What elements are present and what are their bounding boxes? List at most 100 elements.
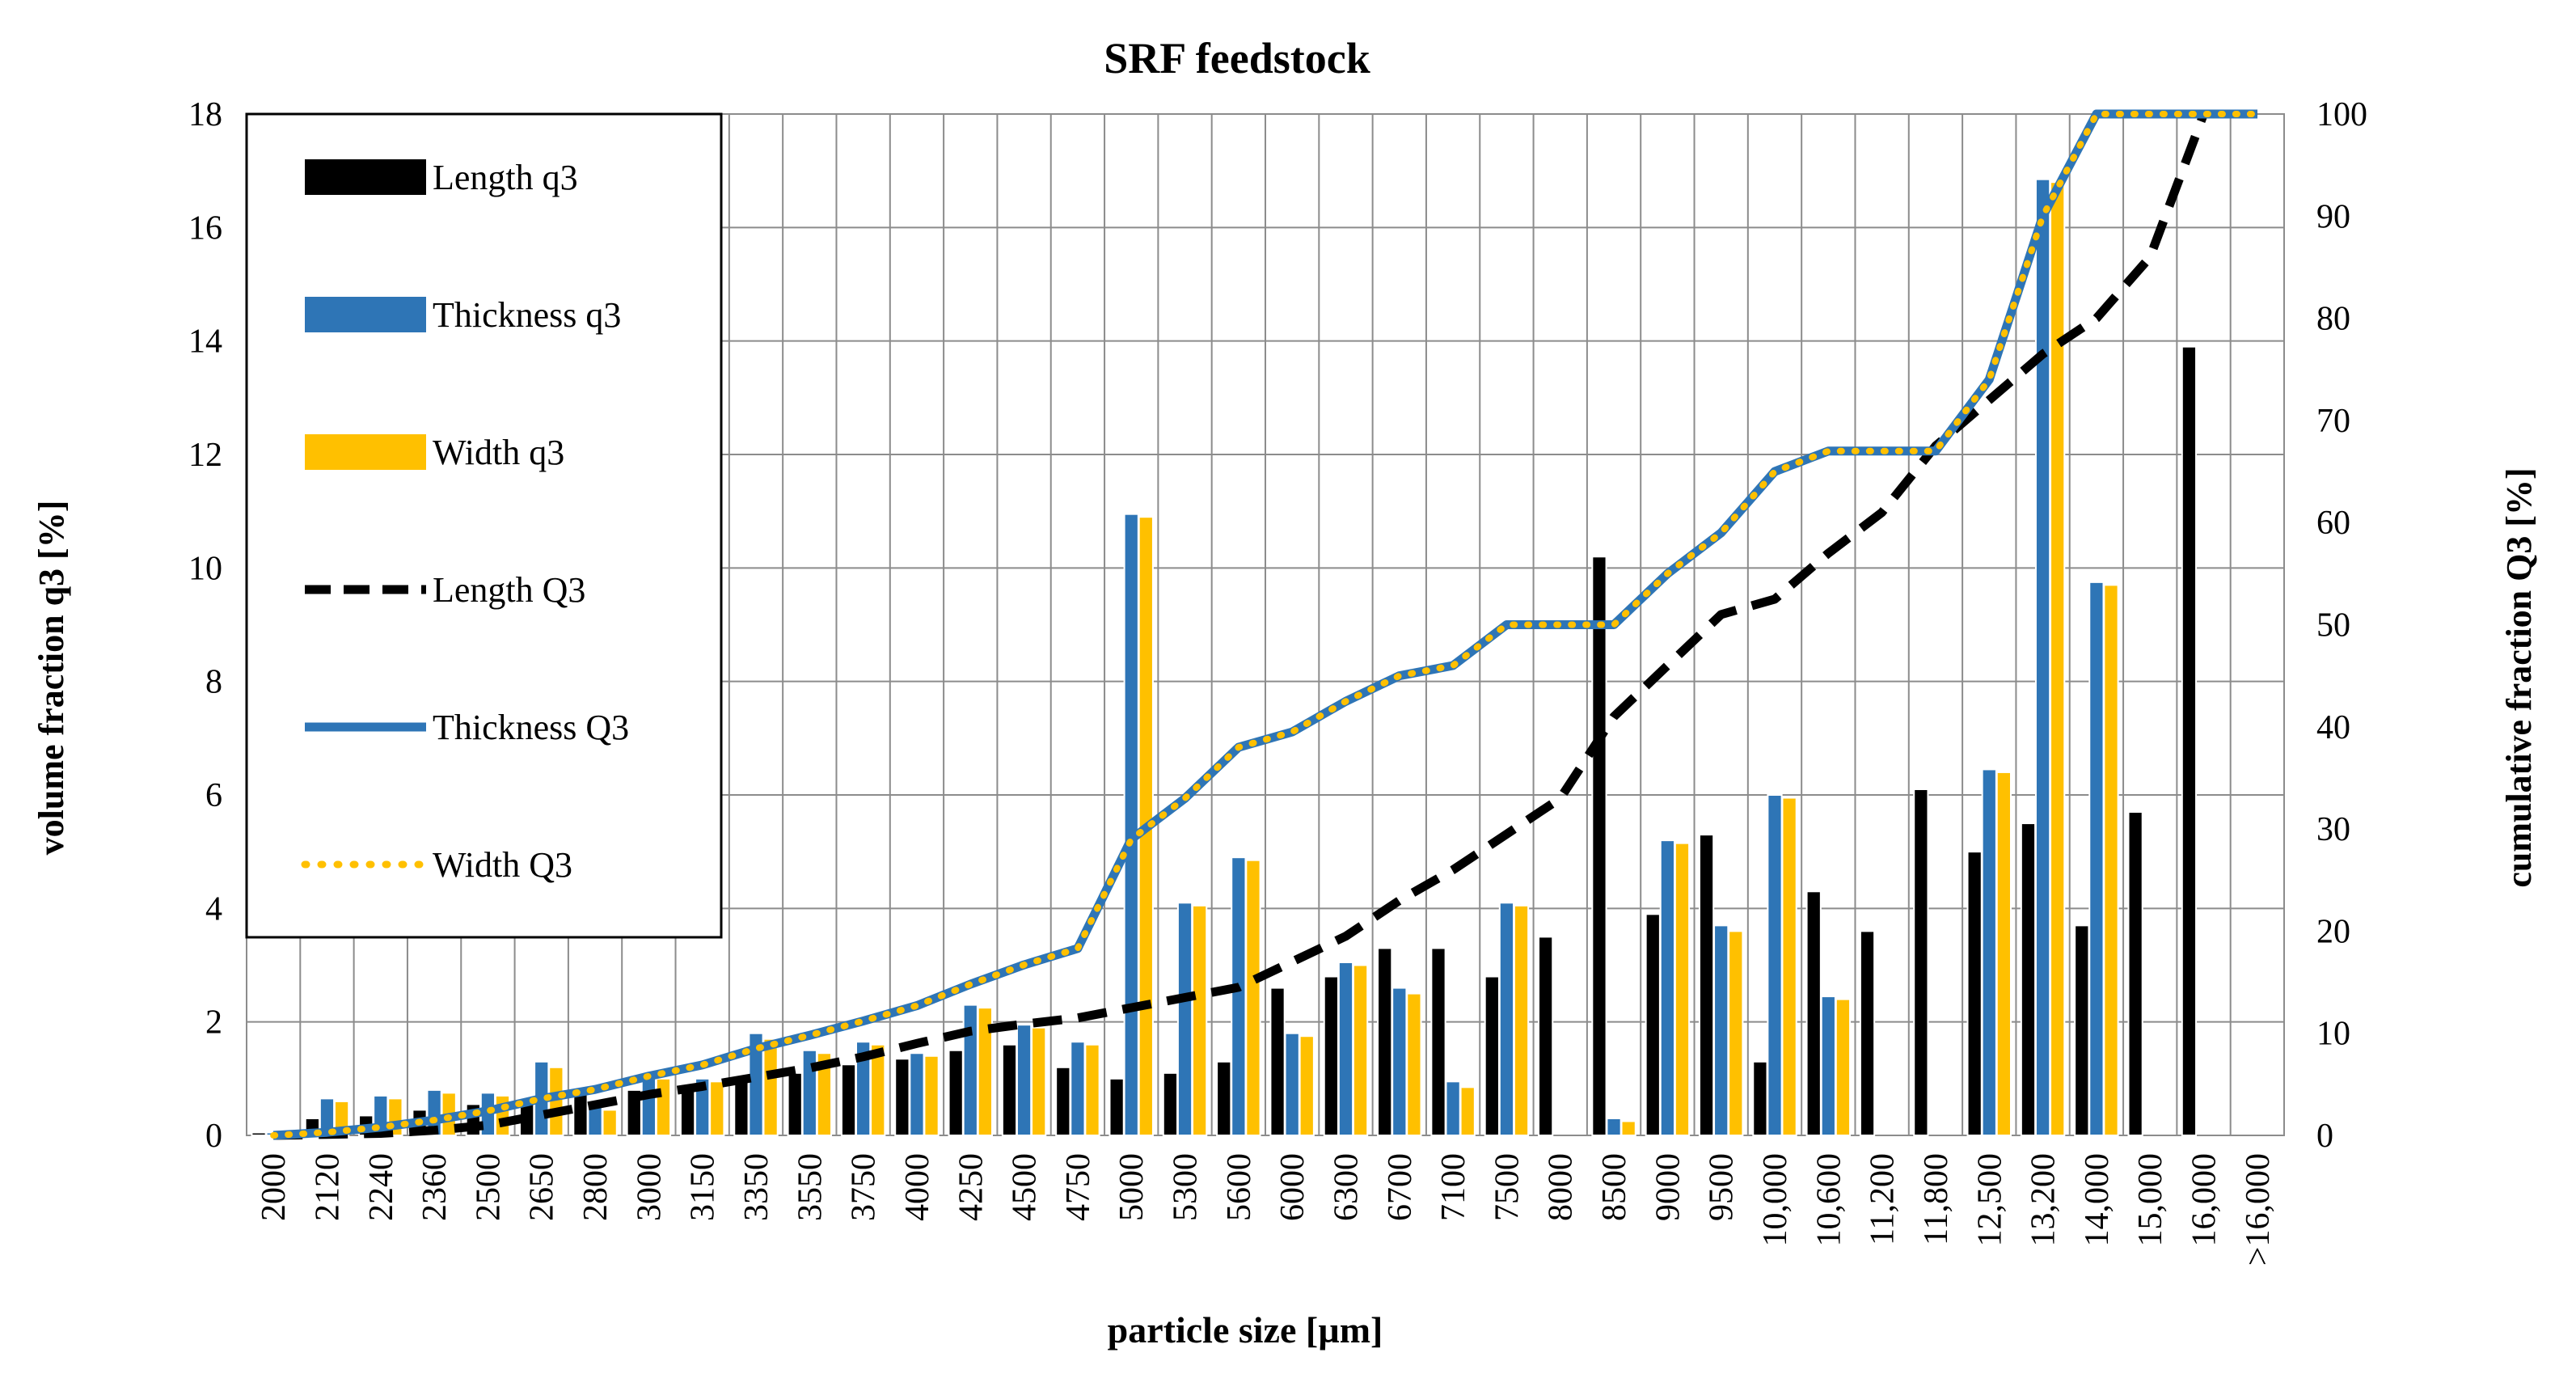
x-tick-label: 12,500 xyxy=(1971,1153,2008,1247)
bar-width-q3-25 xyxy=(1620,1120,1636,1137)
legend-label-thickness-q3: Thickness Q3 xyxy=(433,708,629,747)
bar-thickness-q3-15 xyxy=(1070,1041,1086,1136)
x-tick-label: 2240 xyxy=(363,1153,400,1221)
bar-thickness-q3-26 xyxy=(1659,839,1675,1136)
bar-length-q3-24 xyxy=(1538,936,1554,1136)
bar-thickness-q3-7 xyxy=(640,1072,657,1136)
x-tick-label: 2120 xyxy=(309,1153,346,1221)
bar-width-q3-23 xyxy=(1513,904,1530,1136)
x-tick-label: 3550 xyxy=(792,1153,829,1221)
bar-width-q3-6 xyxy=(602,1109,618,1137)
bar-length-q3-28 xyxy=(1752,1060,1768,1136)
y2-tick-label: 10 xyxy=(2316,1016,2350,1053)
bar-length-q3-16 xyxy=(1109,1077,1125,1137)
y-tick-label: 10 xyxy=(188,550,222,587)
bar-length-q3-21 xyxy=(1377,947,1393,1136)
x-tick-label: 5600 xyxy=(1221,1153,1258,1221)
bars xyxy=(251,178,2198,1137)
bar-thickness-q3-25 xyxy=(1606,1117,1622,1136)
x-tick-label: 8000 xyxy=(1543,1153,1580,1221)
legend-swatch-thickness-q3 xyxy=(305,297,426,332)
bar-width-q3-29 xyxy=(1835,998,1852,1136)
bar-length-q3-34 xyxy=(2074,924,2090,1136)
legend-swatch-width-q3 xyxy=(305,434,426,470)
bar-length-q3-10 xyxy=(787,1072,803,1136)
bar-width-q3-27 xyxy=(1728,930,1744,1137)
legend-label-width-q3: Width q3 xyxy=(433,433,564,472)
bar-thickness-q3-21 xyxy=(1391,987,1408,1136)
bar-length-q3-27 xyxy=(1698,834,1715,1137)
y2-tick-label: 70 xyxy=(2316,403,2350,440)
bar-width-q3-20 xyxy=(1352,964,1369,1136)
x-tick-label: 2800 xyxy=(577,1153,614,1221)
y2-tick-label: 30 xyxy=(2316,811,2350,848)
line-width-q3 xyxy=(270,111,2261,1139)
x-tick-label: 2500 xyxy=(470,1153,507,1221)
x-tick-label: 2650 xyxy=(524,1153,561,1221)
legend-label-thickness-q3: Thickness q3 xyxy=(433,295,621,335)
y2-tick-label: 100 xyxy=(2316,96,2367,133)
y-axis-left: 0 2 4 6 8 10 12 14 16 18 xyxy=(188,96,222,1155)
bar-width-q3-22 xyxy=(1459,1086,1476,1136)
bar-length-q3-11 xyxy=(840,1063,857,1136)
bar-length-q3-33 xyxy=(2020,822,2037,1136)
y2-tick-label: 0 xyxy=(2316,1118,2333,1155)
y-tick-label: 16 xyxy=(188,209,222,247)
bar-thickness-q3-6 xyxy=(587,1105,603,1136)
bar-length-q3-35 xyxy=(2127,811,2143,1136)
x-tick-label: 6300 xyxy=(1328,1153,1365,1221)
x-tick-label: 7500 xyxy=(1489,1153,1526,1221)
bar-width-q3-12 xyxy=(923,1055,940,1137)
x-tick-label: 4750 xyxy=(1060,1153,1097,1221)
bar-width-q3-21 xyxy=(1406,992,1422,1137)
y-tick-label: 8 xyxy=(205,664,222,701)
line-length-q3 xyxy=(273,109,2257,1140)
bar-length-q3-18 xyxy=(1216,1060,1232,1136)
x-tick-label: 14,000 xyxy=(2079,1153,2116,1247)
x-tick-label: 3750 xyxy=(846,1153,883,1221)
bar-width-q3-32 xyxy=(1995,771,2012,1137)
bar-thickness-q3-28 xyxy=(1767,794,1783,1136)
bar-thickness-q3-23 xyxy=(1498,902,1515,1136)
bar-length-q3-23 xyxy=(1484,975,1500,1136)
bar-width-q3-34 xyxy=(2103,584,2119,1136)
x-tick-label: 3000 xyxy=(631,1153,668,1221)
bar-thickness-q3-34 xyxy=(2088,581,2105,1136)
bar-width-q3-26 xyxy=(1674,842,1691,1137)
bar-length-q3-25 xyxy=(1591,556,1607,1136)
x-tick-label: 2360 xyxy=(416,1153,454,1221)
bar-width-q3-8 xyxy=(709,1080,725,1137)
bar-length-q3-19 xyxy=(1269,987,1286,1136)
bar-width-q3-28 xyxy=(1781,797,1797,1137)
bar-width-q3-18 xyxy=(1245,859,1261,1136)
y-tick-label: 18 xyxy=(188,96,222,133)
bar-width-q3-4 xyxy=(494,1094,511,1136)
bar-width-q3-15 xyxy=(1084,1043,1100,1136)
x-tick-label: 16,000 xyxy=(2186,1153,2223,1247)
bar-length-q3-32 xyxy=(1966,851,1983,1136)
bar-length-q3-31 xyxy=(1913,788,1929,1136)
x-tick-label: 3150 xyxy=(685,1153,722,1221)
bar-length-q3-17 xyxy=(1162,1072,1179,1136)
bar-length-q3-30 xyxy=(1859,930,1876,1137)
bar-thickness-q3-17 xyxy=(1176,902,1193,1136)
y-axis-right: 0 10 20 30 40 50 60 70 80 90 100 xyxy=(2316,96,2367,1155)
bar-width-q3-11 xyxy=(870,1043,886,1136)
bar-thickness-q3-32 xyxy=(1981,768,1997,1136)
legend: Length q3 Thickness q3 Width q3 Length Q3 Th… xyxy=(245,112,723,939)
bar-length-q3-22 xyxy=(1430,947,1446,1136)
bar-thickness-q3-29 xyxy=(1820,995,1836,1137)
bar-thickness-q3-22 xyxy=(1445,1080,1461,1137)
x-tick-label: 7100 xyxy=(1435,1153,1472,1221)
y-tick-label: 12 xyxy=(188,437,222,474)
bar-width-q3-19 xyxy=(1299,1035,1315,1137)
x-tick-label: 5300 xyxy=(1168,1153,1205,1221)
bar-length-q3-13 xyxy=(948,1049,964,1136)
x-tick-label: 11,200 xyxy=(1864,1153,1902,1245)
x-tick-label: 5000 xyxy=(1113,1153,1151,1221)
y-tick-label: 0 xyxy=(205,1118,222,1155)
bar-thickness-q3-12 xyxy=(909,1052,925,1136)
bar-length-q3-20 xyxy=(1323,975,1339,1136)
y-tick-label: 6 xyxy=(205,777,222,814)
